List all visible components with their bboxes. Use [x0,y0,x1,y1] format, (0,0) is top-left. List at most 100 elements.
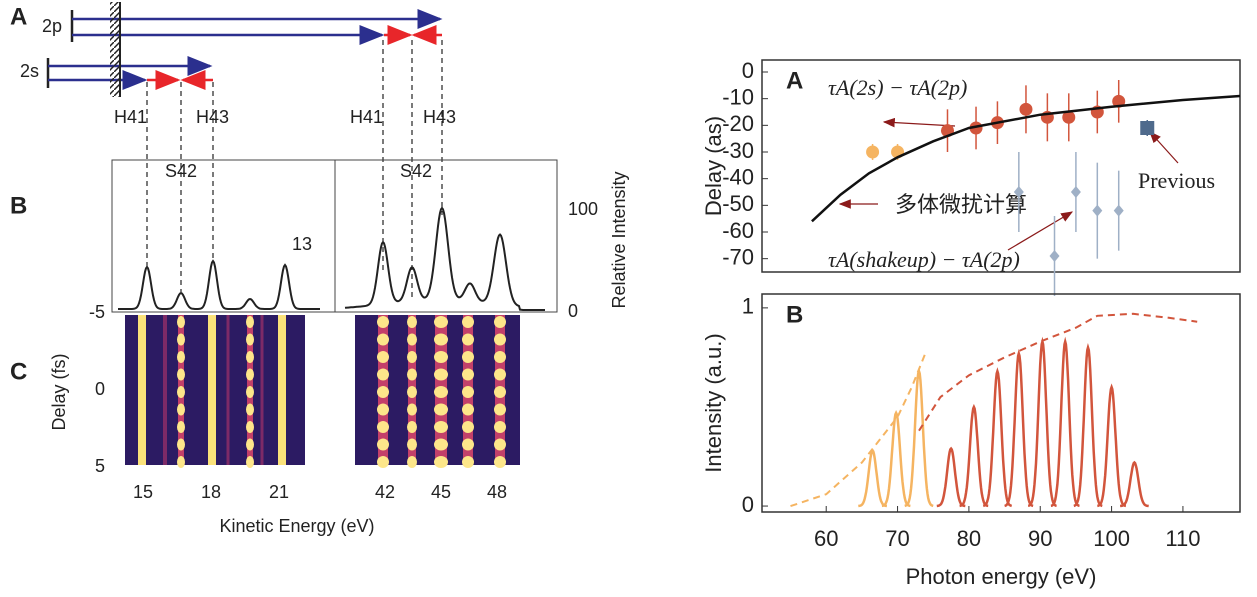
x-tick-label: 48 [487,482,507,502]
peak [1050,336,1080,508]
plot-frame [761,59,1241,273]
oscillation [246,333,254,346]
oscillation [462,386,474,398]
annotation-arrows [838,117,1179,251]
x-tick-label: 18 [201,482,221,502]
envelope [790,351,928,508]
stripe [163,315,167,465]
panel-label: A [10,3,27,30]
oscillation [407,368,417,381]
peak [881,409,911,508]
panel-label: B [786,301,803,328]
oscillation [494,386,506,398]
y-tick-label: -60 [722,218,754,243]
oscillation [494,421,506,433]
oscillation [177,333,185,346]
oscillation [377,438,389,451]
spectrum-curve [118,259,320,310]
y-tick-label: -40 [722,164,754,189]
axis-label: Delay (fs) [49,353,69,430]
point [866,145,880,159]
x-tick-label: 15 [133,482,153,502]
panel-label: A [786,67,803,94]
axis-label: Photon energy (eV) [906,564,1097,589]
oscillation [494,438,506,451]
peak [982,367,1013,508]
oscillation [177,368,185,381]
oscillation [407,403,417,416]
oscillation [434,456,448,468]
peak [1004,348,1034,508]
oscillation [462,403,474,416]
sideband-label: S42 [165,161,197,181]
oscillation [246,368,254,381]
x-tick-label: 42 [375,482,395,502]
y-tick-label: 0 [742,492,754,517]
axis-label: Kinetic Energy (eV) [219,516,374,536]
oscillation [246,403,254,416]
y-tick-label: -5 [89,302,105,322]
harmonic-label: H43 [423,107,456,127]
x-tick-label: 21 [269,482,289,502]
oscillation [462,456,474,468]
oscillation [407,316,417,328]
point [1070,186,1081,198]
oscillation [177,456,185,468]
oscillation [377,456,389,468]
stripe [208,315,216,465]
oscillation [177,421,185,433]
envelope [918,312,1198,432]
oscillation [377,386,389,398]
oscillation [494,351,506,363]
y-tick-label: -10 [722,84,754,109]
panel-label: B [10,192,27,219]
oscillation [177,316,185,328]
oscillation [434,421,448,433]
oscillation [494,316,506,328]
y-tick-label: 0 [742,58,754,83]
oscillation [177,386,185,398]
y-tick-label: -70 [722,244,754,269]
annotation: Previous [1138,168,1215,193]
x-tick-label: 80 [957,526,981,551]
sideband-label: S42 [400,161,432,181]
peak [1027,336,1057,508]
oscillation [377,421,389,433]
annotation: 多体微扰计算 [895,192,1027,217]
x-tick-label: 45 [431,482,451,502]
theory-curve [811,94,1241,223]
y-tick-label: 0 [95,379,105,399]
oscillation [462,421,474,433]
oscillation [246,438,254,451]
oscillation [377,403,389,416]
oscillation [407,333,417,346]
point [969,121,983,135]
oscillation [434,333,448,346]
peak [1119,460,1149,508]
stripe [260,315,264,465]
spectrum-frame [334,159,558,313]
oscillation [434,351,448,363]
spectrum-curve [344,206,545,311]
point [1092,204,1103,217]
oscillation [407,386,417,398]
y-tick-label: -50 [722,191,754,216]
oscillation [177,438,185,451]
oscillation [407,421,417,433]
peak [936,446,966,508]
spectrogram [125,315,520,468]
oscillation [246,456,254,468]
stripe [138,315,146,465]
oscillation [462,316,474,328]
x-tick-label: 70 [885,526,909,551]
schematic [46,2,443,298]
oscillation [377,333,389,346]
annotation: τA(2s) − τA(2p) [828,75,967,100]
x-tick-label: 110 [1165,526,1200,551]
axis-label: Intensity (a.u.) [701,333,726,472]
point [1113,204,1124,217]
point [1140,121,1155,135]
harmonic-label: H41 [114,107,147,127]
point [1019,102,1033,116]
